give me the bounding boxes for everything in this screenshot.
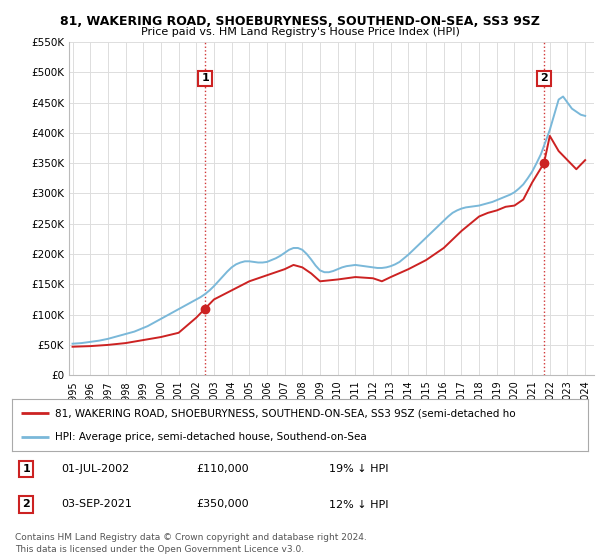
Text: 1: 1 (201, 73, 209, 83)
Text: 1: 1 (23, 464, 30, 474)
Text: 01-JUL-2002: 01-JUL-2002 (61, 464, 129, 474)
Text: 2: 2 (23, 500, 30, 510)
Text: 19% ↓ HPI: 19% ↓ HPI (329, 464, 388, 474)
Text: 81, WAKERING ROAD, SHOEBURYNESS, SOUTHEND-ON-SEA, SS3 9SZ (semi-detached ho: 81, WAKERING ROAD, SHOEBURYNESS, SOUTHEN… (55, 408, 516, 418)
Text: £350,000: £350,000 (196, 500, 249, 510)
Text: 03-SEP-2021: 03-SEP-2021 (61, 500, 132, 510)
Text: This data is licensed under the Open Government Licence v3.0.: This data is licensed under the Open Gov… (15, 545, 304, 554)
Text: 12% ↓ HPI: 12% ↓ HPI (329, 500, 388, 510)
Text: Price paid vs. HM Land Registry's House Price Index (HPI): Price paid vs. HM Land Registry's House … (140, 27, 460, 37)
Text: HPI: Average price, semi-detached house, Southend-on-Sea: HPI: Average price, semi-detached house,… (55, 432, 367, 442)
Text: Contains HM Land Registry data © Crown copyright and database right 2024.: Contains HM Land Registry data © Crown c… (15, 533, 367, 542)
Text: £110,000: £110,000 (196, 464, 249, 474)
Text: 2: 2 (540, 73, 548, 83)
Text: 81, WAKERING ROAD, SHOEBURYNESS, SOUTHEND-ON-SEA, SS3 9SZ: 81, WAKERING ROAD, SHOEBURYNESS, SOUTHEN… (60, 15, 540, 27)
